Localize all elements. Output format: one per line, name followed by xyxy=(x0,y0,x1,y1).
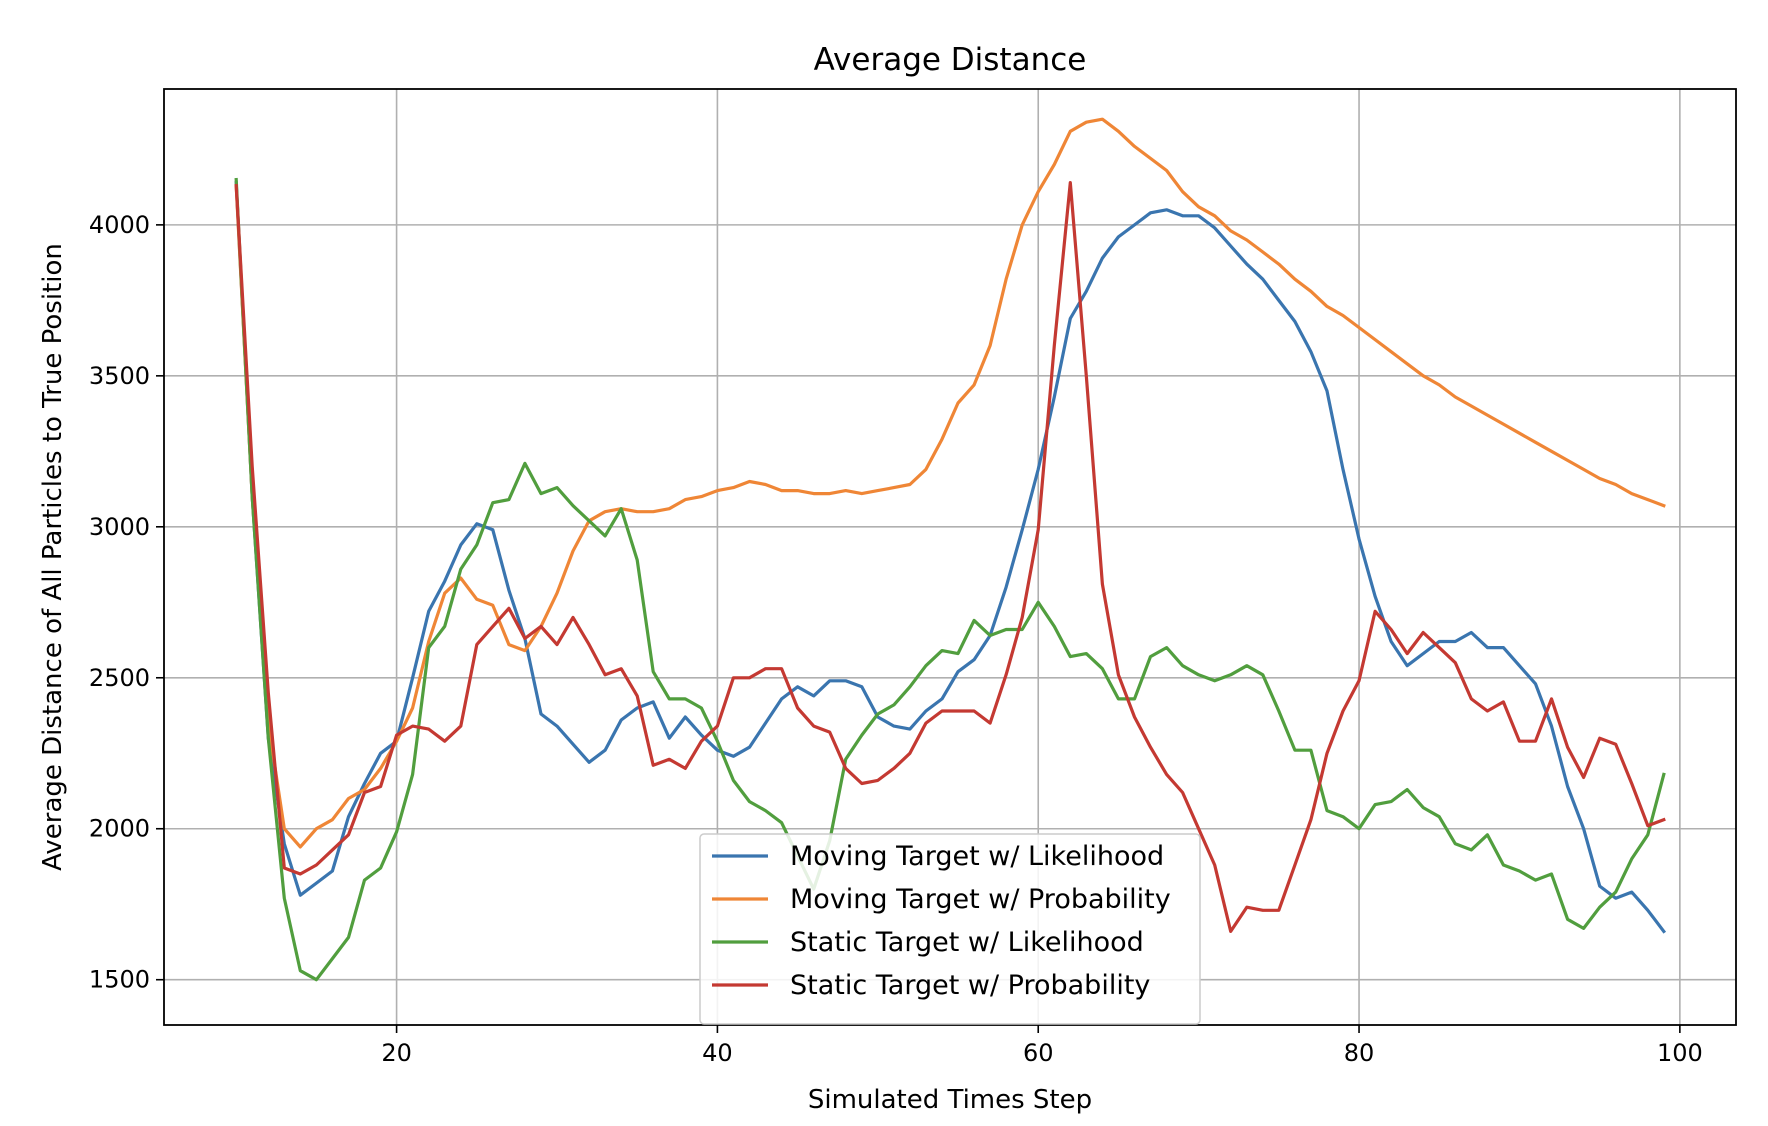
x-tick-label: 100 xyxy=(1657,1039,1703,1067)
y-tick-label: 3500 xyxy=(89,362,150,390)
legend-box xyxy=(699,833,1201,1025)
x-axis-label: Simulated Times Step xyxy=(808,1085,1092,1115)
y-tick-label: 3000 xyxy=(89,513,150,541)
y-tick-label: 1500 xyxy=(89,966,150,994)
legend-entry: Moving Target w/ Probability xyxy=(790,884,1171,915)
y-tick-label: 2500 xyxy=(89,664,150,692)
x-tick-label: 60 xyxy=(1023,1039,1054,1067)
legend-entry: Moving Target w/ Likelihood xyxy=(790,841,1164,872)
plot-series xyxy=(234,117,1667,982)
legend: Moving Target w/ Likelihood Moving Target… xyxy=(699,833,1201,1025)
x-tick-label: 40 xyxy=(702,1039,733,1067)
legend-entry: Static Target w/ Likelihood xyxy=(790,927,1144,958)
series-line-4 xyxy=(234,181,1666,934)
x-axis-ticks: 20 40 60 80 100 xyxy=(381,1025,1703,1067)
series-line-3 xyxy=(234,177,1666,982)
series-line-2 xyxy=(234,117,1666,849)
legend-entry: Static Target w/ Probability xyxy=(790,970,1150,1001)
series-line-1 xyxy=(234,180,1667,934)
plot-frame xyxy=(163,88,1737,1026)
x-tick-label: 80 xyxy=(1344,1039,1375,1067)
y-axis-label: Average Distance of All Particles to Tru… xyxy=(38,243,68,871)
y-tick-label: 2000 xyxy=(89,815,150,843)
y-tick-label: 4000 xyxy=(89,211,150,239)
chart-title: Average Distance xyxy=(814,42,1087,78)
x-tick-label: 20 xyxy=(381,1039,412,1067)
y-axis-ticks: 1500 2000 2500 3000 3500 4000 xyxy=(89,211,164,994)
